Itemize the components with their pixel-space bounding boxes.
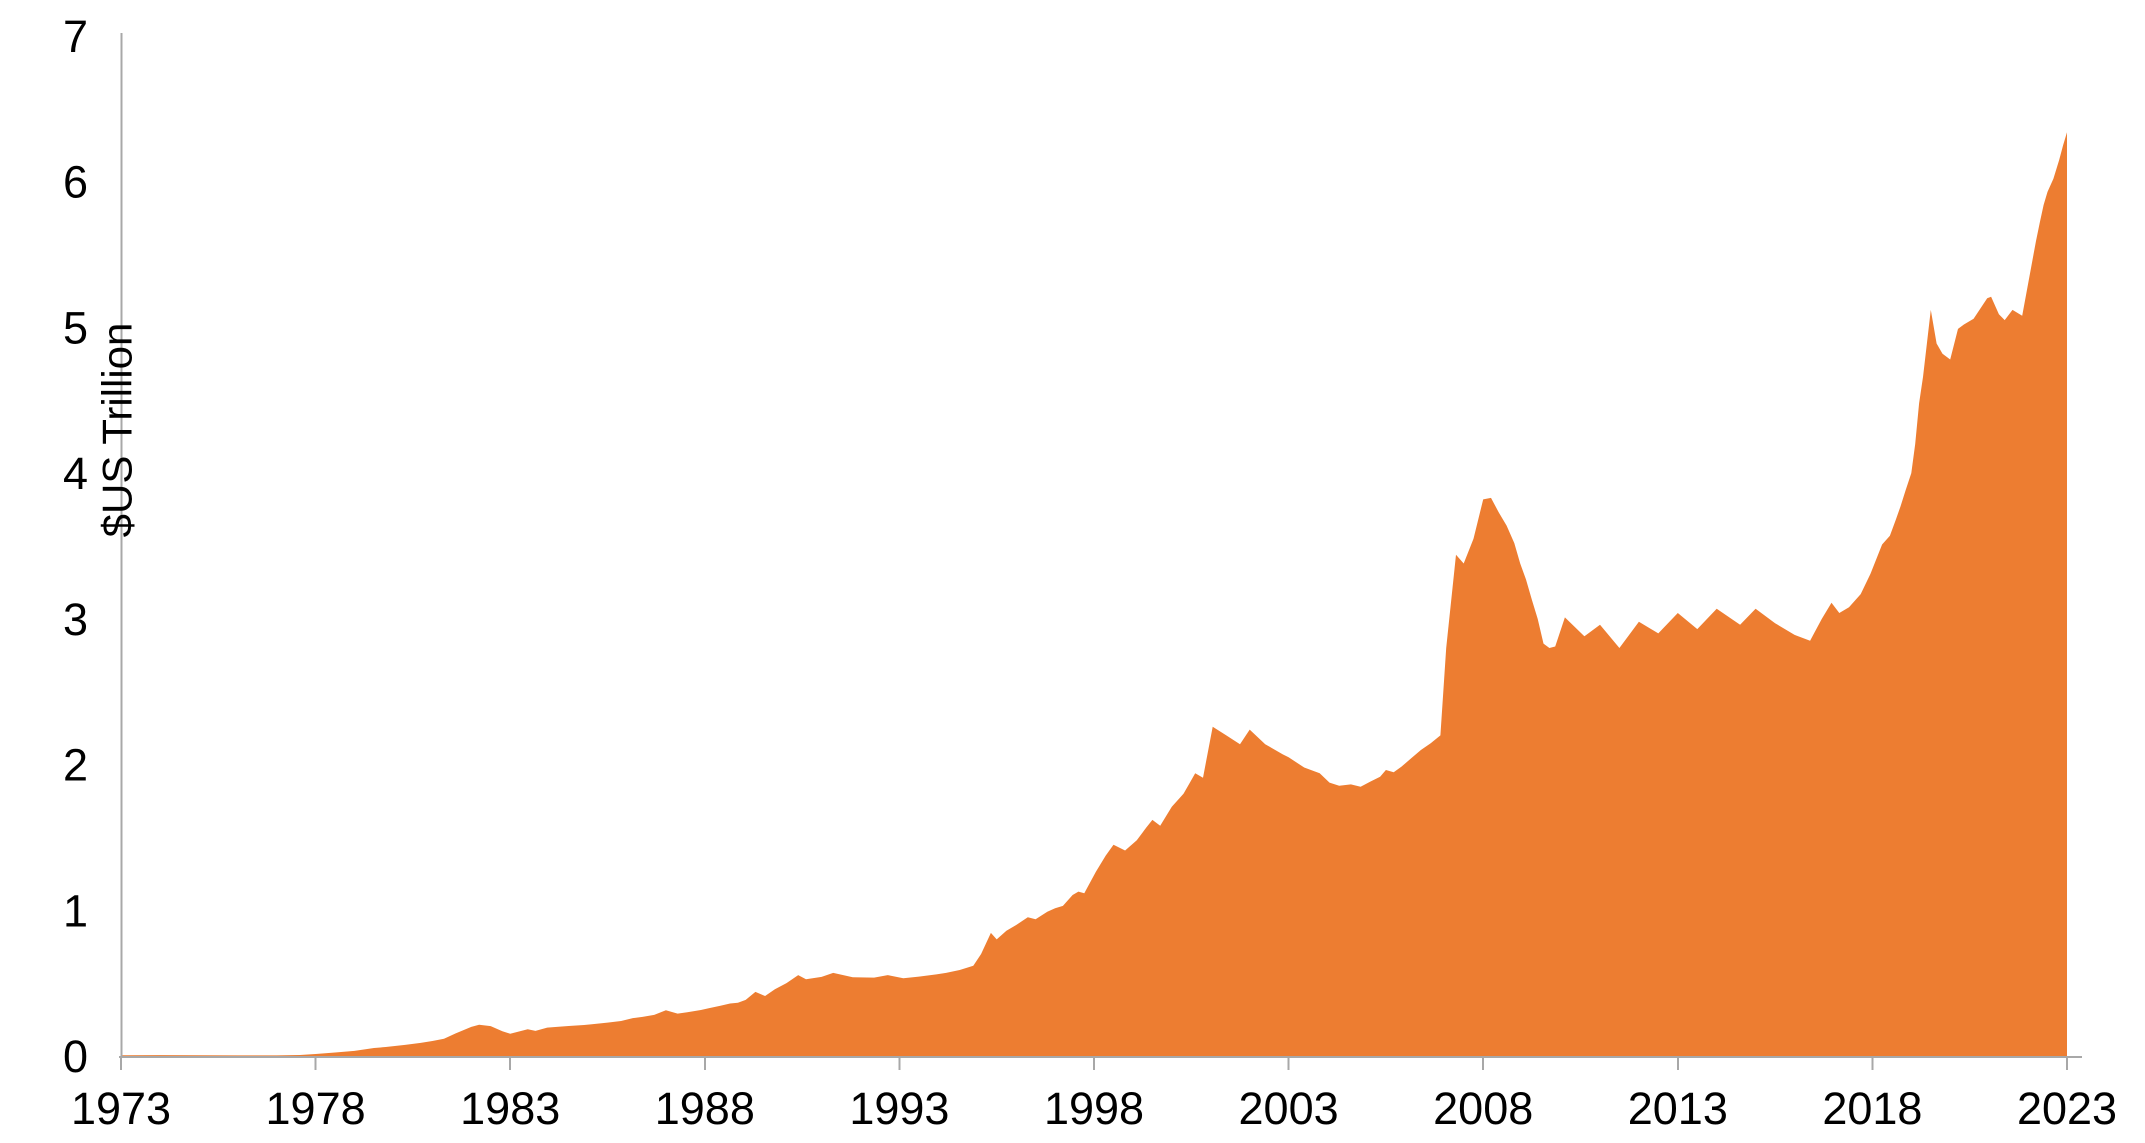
y-tick-label: 5 [63,302,88,353]
y-tick-label: 0 [63,1031,88,1082]
x-tick-label: 2013 [1628,1083,1728,1134]
x-tick-label: 1988 [655,1083,755,1134]
x-tick-label: 2023 [2017,1083,2117,1134]
x-tick-label: 1983 [460,1083,560,1134]
area-fill [121,132,2067,1056]
x-tick-label: 1973 [71,1083,171,1134]
x-tick-label: 1998 [1044,1083,1144,1134]
y-tick-label: 7 [63,11,88,62]
y-tick-label: 3 [63,594,88,645]
y-axis-title: $US Trillion [93,322,141,538]
area-series [121,132,2067,1056]
x-tick-label: 2018 [1822,1083,1922,1134]
tick-labels: 1973 1978 1983 1988 1993 1998 2003 2008 2013 2018… [63,11,2117,1134]
axes [119,33,2082,1059]
y-tick-label: 6 [63,157,88,208]
x-tick-label: 1993 [849,1083,949,1134]
y-tick-label: 4 [63,448,88,499]
x-tick-label: 2003 [1239,1083,1339,1134]
y-tick-label: 1 [63,885,88,936]
x-tick-label: 1978 [266,1083,366,1134]
y-tick-label: 2 [63,740,88,791]
x-tick-label: 2008 [1433,1083,1533,1134]
